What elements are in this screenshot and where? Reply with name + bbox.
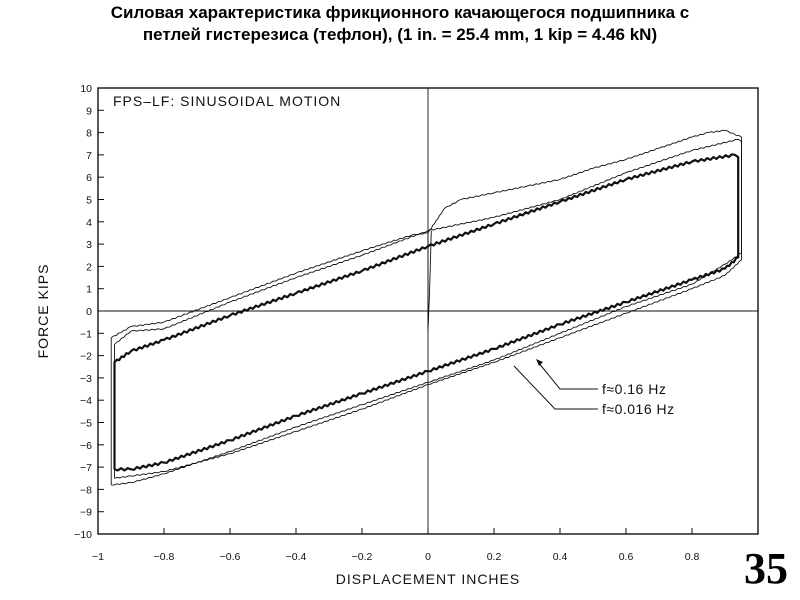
y-tick-label: −5 [80,418,92,430]
y-tick-label: 1 [86,284,92,296]
x-tick-label: 0.6 [619,551,634,563]
x-tick-label: −1 [92,551,104,563]
x-tick-label: −0.8 [154,551,175,563]
y-tick-label: −4 [80,395,92,407]
y-tick-label: 4 [86,217,92,229]
annotation-leader-1 [537,361,598,390]
annotation-label-2: f≈0.016 Hz [602,401,675,417]
slide-title-line-1: Силовая характеристика фрикционного кача… [110,3,690,22]
x-tick-label: −0.6 [220,551,241,563]
x-tick-label: 0.2 [487,551,502,563]
y-tick-label: −9 [80,507,92,519]
y-tick-label: −10 [74,529,92,541]
y-tick-label: −3 [80,373,92,385]
y-tick-label: 3 [86,239,92,251]
hysteresis-series-4 [427,230,432,332]
slide-title: Силовая характеристика фрикционного кача… [0,2,800,46]
y-tick-label: −6 [80,440,92,452]
y-tick-label: −1 [80,328,92,340]
y-tick-label: 2 [86,261,92,273]
y-tick-label: 9 [86,105,92,117]
y-tick-label: 0 [86,306,92,318]
y-tick-label: 7 [86,150,92,162]
x-tick-label: 0.4 [553,551,568,563]
y-tick-label: 8 [86,128,92,140]
y-tick-label: 6 [86,172,92,184]
x-tick-label: 0 [425,551,431,563]
y-axis-title: FORCE KIPS [35,264,51,359]
series-layer [110,129,742,486]
slide-title-line-2: петлей гистерезиса (тефлон), (1 in. = 25… [142,25,658,44]
hysteresis-series-2 [110,129,742,486]
annotation-label-1: f≈0.16 Hz [602,381,666,397]
x-tick-label: −0.4 [286,551,307,563]
annotation-arrowhead-1 [536,359,543,366]
y-tick-label: 5 [86,195,92,207]
x-tick-label: 0.8 [685,551,700,563]
slide-number: 35 [744,544,788,593]
hysteresis-series-1 [113,153,740,472]
x-axis-title: DISPLACEMENT INCHES [336,571,520,587]
x-tick-label: −0.2 [352,551,373,563]
hysteresis-series-3 [114,138,742,479]
y-tick-label: 10 [80,83,92,95]
y-tick-label: −2 [80,351,92,363]
x-axis-ticks: −1 −0.8 −0.6 −0.4 −0.2 0 0.2 0.4 0.6 0.8 [92,528,699,563]
annotation-leader-2 [513,365,598,410]
y-tick-label: −8 [80,484,92,496]
chart-title: FPS–LF: SINUSOIDAL MOTION [113,93,341,109]
y-tick-label: −7 [80,462,92,474]
